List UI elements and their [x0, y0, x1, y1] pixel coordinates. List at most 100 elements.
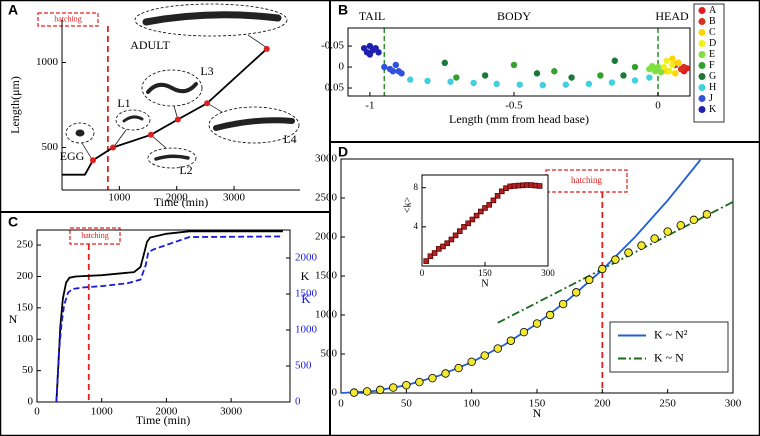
y2-tick-label: 500	[295, 360, 312, 372]
y2-tick-label: 0	[295, 396, 301, 408]
panel-label: B	[338, 2, 348, 18]
data-point	[366, 51, 374, 58]
y-tick-label: 150	[17, 301, 34, 313]
x-tick-label: 250	[659, 398, 676, 410]
plot-frame	[36, 229, 291, 403]
y-tick-label: 1000	[315, 309, 338, 321]
data-point	[597, 72, 604, 79]
y-tick-label: 0	[339, 61, 345, 73]
inset-background	[422, 175, 548, 266]
legend-label: G	[709, 71, 716, 82]
y-tick-label: 4	[414, 221, 419, 231]
legend-label: K ~ N²	[654, 327, 688, 341]
data-point	[428, 373, 437, 383]
data-point	[680, 63, 688, 71]
data-point	[631, 77, 639, 84]
series-line	[55, 235, 283, 403]
stage-bubble	[65, 122, 95, 144]
x-axis-label: N	[481, 278, 488, 289]
data-point	[663, 57, 670, 64]
y-tick-label: 0	[28, 396, 34, 408]
data-point	[674, 59, 682, 67]
data-point	[536, 183, 543, 189]
x-tick-label: 2000	[155, 406, 178, 418]
data-point	[473, 212, 480, 219]
stage-label: L4	[283, 132, 296, 146]
stage-bubble	[147, 147, 197, 169]
data-point	[631, 63, 639, 71]
stage-label: EGG	[60, 149, 85, 163]
data-point	[669, 61, 676, 69]
region-label: HEAD	[655, 9, 689, 23]
y-tick-label: 1500	[315, 270, 338, 282]
legend-label: A	[709, 5, 717, 16]
data-point	[672, 70, 679, 77]
data-point	[516, 81, 523, 88]
legend-swatch	[698, 51, 706, 58]
data-point	[568, 74, 575, 81]
x-axis-label: N	[533, 406, 542, 420]
data-point	[389, 383, 398, 392]
data-point	[510, 61, 518, 69]
data-point	[147, 131, 154, 138]
x-tick-label: 0	[655, 100, 661, 112]
data-point	[440, 243, 446, 250]
hatching-label: hatching	[571, 175, 602, 185]
legend-swatch	[698, 95, 706, 102]
data-point	[89, 157, 96, 164]
legend-label: K	[709, 104, 717, 115]
data-point	[362, 387, 372, 396]
panel-label: D	[338, 144, 348, 160]
x-tick-label: 1000	[108, 192, 131, 204]
stage-bubble	[208, 106, 300, 144]
hatching-box	[37, 12, 99, 27]
data-point	[415, 377, 424, 387]
connector	[150, 134, 167, 149]
y-tick-label: 100	[17, 333, 34, 345]
y-tick-label: 2000	[315, 231, 338, 243]
data-point	[110, 144, 117, 151]
data-point	[389, 68, 397, 75]
x-tick-label: 3000	[220, 406, 243, 418]
data-point	[545, 310, 555, 320]
data-point	[498, 188, 505, 195]
data-point	[381, 63, 388, 71]
legend-swatch	[698, 18, 706, 25]
panel-label: A	[8, 2, 18, 18]
data-point	[448, 236, 455, 243]
data-point	[431, 250, 438, 256]
data-point	[660, 63, 667, 71]
data-point	[650, 234, 659, 243]
data-point	[490, 197, 497, 204]
y-tick-label: 250	[17, 239, 34, 251]
stage-label: L1	[117, 96, 130, 110]
data-point	[441, 369, 450, 378]
legend-swatch	[698, 84, 706, 91]
connector	[247, 34, 268, 49]
data-point	[532, 319, 542, 328]
data-point	[398, 70, 405, 77]
worm	[146, 82, 198, 94]
stage-bubble	[134, 3, 288, 37]
y2-axis-label: K	[301, 291, 311, 306]
data-point	[646, 74, 653, 81]
legend-swatch	[698, 29, 706, 36]
legend-swatch	[698, 106, 706, 113]
data-point	[453, 74, 460, 81]
y2-tick-label: 1000	[295, 324, 318, 336]
series-line	[62, 48, 268, 176]
data-point	[452, 232, 459, 239]
data-point	[506, 336, 516, 345]
data-point	[624, 248, 633, 257]
data-point	[461, 224, 467, 230]
data-point	[477, 208, 484, 215]
x-tick-label: 0	[34, 406, 40, 418]
data-point	[392, 61, 400, 69]
legend-box	[693, 3, 725, 123]
data-point	[669, 55, 676, 62]
x-tick-label: 150	[529, 398, 546, 410]
x-tick-label: -1	[365, 100, 374, 112]
data-point	[562, 81, 570, 88]
data-point	[676, 221, 685, 230]
